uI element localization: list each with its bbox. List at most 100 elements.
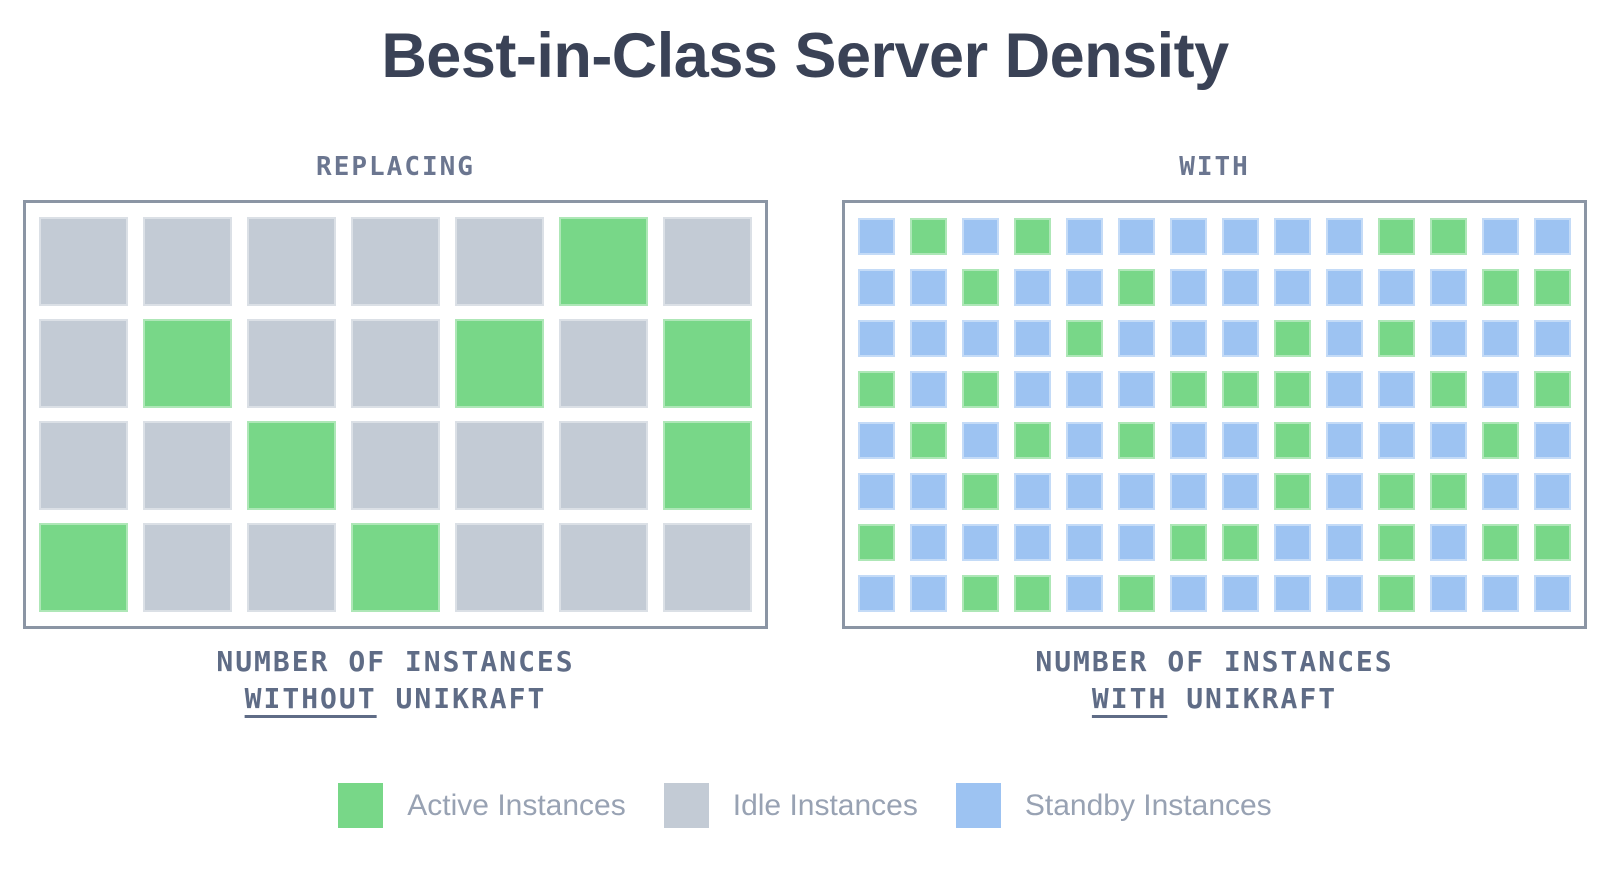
legend-swatch-idle xyxy=(663,783,709,828)
grid-cell-active xyxy=(1482,523,1519,561)
grid-cell-active xyxy=(1378,523,1415,561)
grid-cell-idle xyxy=(39,319,128,408)
grid-cell-standby xyxy=(1326,421,1363,459)
grid-cell-active xyxy=(910,421,947,459)
grid-cell-standby xyxy=(1066,370,1103,408)
grid-cell-standby xyxy=(1482,217,1519,255)
grid-cell-standby xyxy=(1482,319,1519,357)
grid-cell-standby xyxy=(1326,574,1363,612)
grid-cell-standby xyxy=(858,319,895,357)
grid-cell-active xyxy=(1170,523,1207,561)
grid-cell-standby xyxy=(1378,421,1415,459)
grid-cell-idle xyxy=(143,523,232,612)
grid-cell-standby xyxy=(1170,319,1207,357)
grid-cell-idle xyxy=(39,217,128,306)
grid-cell-standby xyxy=(1170,268,1207,306)
caption-brand: UNIKRAFT xyxy=(1186,682,1338,715)
grid-cell-standby xyxy=(858,472,895,510)
grid-cell-standby xyxy=(1534,319,1571,357)
grid-cell-standby xyxy=(1326,217,1363,255)
grid-cell-standby xyxy=(1222,472,1259,510)
grid-cell-standby xyxy=(1326,472,1363,510)
grid-cell-idle xyxy=(455,217,544,306)
grid-cell-standby xyxy=(1066,574,1103,612)
grid-cell-standby xyxy=(1222,268,1259,306)
grid-cell-idle xyxy=(351,421,440,510)
grid-cell-idle xyxy=(39,421,128,510)
grid-cell-standby xyxy=(1118,319,1155,357)
grid-cell-active xyxy=(1534,268,1571,306)
grid-cell-standby xyxy=(1430,421,1467,459)
legend-label-active: Active Instances xyxy=(407,788,626,822)
grid-cell-standby xyxy=(1014,370,1051,408)
grid-cell-active xyxy=(1274,472,1311,510)
grid-cell-active xyxy=(1118,268,1155,306)
grid-cell-standby xyxy=(1118,472,1155,510)
legend-label-idle: Idle Instances xyxy=(732,788,918,822)
grid-cell-standby xyxy=(1326,370,1363,408)
grid-cell-standby xyxy=(1014,268,1051,306)
grid-cell-idle xyxy=(455,421,544,510)
grid-cell-standby xyxy=(1274,217,1311,255)
grid-cell-standby xyxy=(1014,319,1051,357)
grid-cell-standby xyxy=(858,268,895,306)
grid-cell-standby xyxy=(1170,421,1207,459)
grid-cell-active xyxy=(1014,217,1051,255)
grid-cell-idle xyxy=(143,421,232,510)
grid-cell-active xyxy=(663,421,752,510)
grid-cell-active xyxy=(858,370,895,408)
comparison-panels: REPLACING NUMBER OF INSTANCES WITHOUT UN… xyxy=(0,152,1610,717)
grid-cell-active xyxy=(1014,421,1051,459)
grid-cell-standby xyxy=(1430,574,1467,612)
grid-cell-active xyxy=(39,523,128,612)
legend-swatch-standby xyxy=(955,783,1001,828)
grid-cell-standby xyxy=(1378,370,1415,408)
grid-cell-standby xyxy=(1274,268,1311,306)
grid-cell-standby xyxy=(858,217,895,255)
grid-cell-standby xyxy=(1430,523,1467,561)
caption-without: NUMBER OF INSTANCES WITHOUT UNIKRAFT xyxy=(216,643,574,717)
grid-cell-active xyxy=(1274,421,1311,459)
grid-cell-standby xyxy=(1222,217,1259,255)
caption-emphasis-without: WITHOUT xyxy=(244,682,377,715)
legend-label-standby: Standby Instances xyxy=(1024,788,1272,822)
grid-cell-standby xyxy=(1274,523,1311,561)
grid-cell-active xyxy=(858,523,895,561)
grid-cell-standby xyxy=(910,523,947,561)
grid-cell-standby xyxy=(1378,268,1415,306)
grid-cell-standby xyxy=(1534,421,1571,459)
grid-cell-idle xyxy=(351,319,440,408)
grid-cell-active xyxy=(962,268,999,306)
caption-with: NUMBER OF INSTANCES WITH UNIKRAFT xyxy=(1035,643,1393,717)
grid-cell-idle xyxy=(143,217,232,306)
grid-cell-standby xyxy=(910,268,947,306)
grid-cell-active xyxy=(1274,370,1311,408)
grid-cell-standby xyxy=(1534,217,1571,255)
grid-cell-active xyxy=(1066,319,1103,357)
grid-cell-active xyxy=(455,319,544,408)
grid-cell-idle xyxy=(559,319,648,408)
server-box-with xyxy=(842,200,1587,629)
grid-cell-active xyxy=(1274,319,1311,357)
panel-header-with: WITH xyxy=(1179,152,1250,182)
panel-with-unikraft: WITH NUMBER OF INSTANCES WITH UNIKRAFT xyxy=(842,152,1587,717)
grid-cell-active xyxy=(1222,370,1259,408)
grid-cell-active xyxy=(1378,319,1415,357)
grid-cell-active xyxy=(559,217,648,306)
grid-cell-active xyxy=(962,574,999,612)
caption-emphasis-with: WITH xyxy=(1091,682,1168,715)
grid-cell-standby xyxy=(1066,268,1103,306)
panel-without-unikraft: REPLACING NUMBER OF INSTANCES WITHOUT UN… xyxy=(23,152,768,717)
grid-cell-active xyxy=(910,217,947,255)
grid-cell-idle xyxy=(663,523,752,612)
grid-cell-standby xyxy=(910,370,947,408)
grid-cell-active xyxy=(1378,472,1415,510)
grid-cell-active xyxy=(1170,370,1207,408)
grid-cell-standby xyxy=(1430,268,1467,306)
grid-cell-standby xyxy=(1222,574,1259,612)
grid-cell-standby xyxy=(962,217,999,255)
grid-cell-active xyxy=(1378,574,1415,612)
grid-cell-active xyxy=(962,370,999,408)
grid-cell-standby xyxy=(858,574,895,612)
grid-cell-standby xyxy=(962,421,999,459)
